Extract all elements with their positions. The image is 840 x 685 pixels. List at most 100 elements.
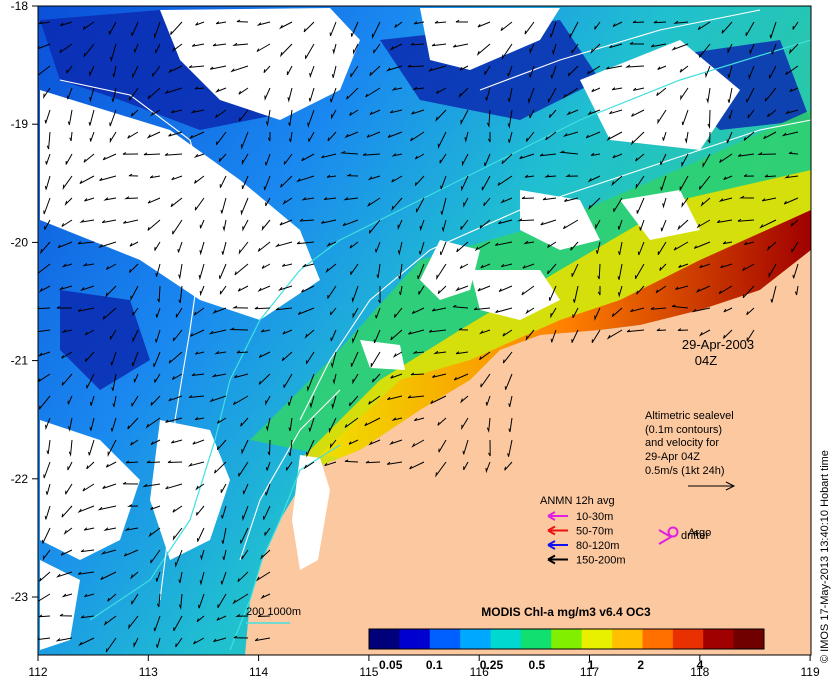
velocity-arrow <box>368 395 381 405</box>
velocity-arrow <box>707 109 711 129</box>
velocity-arrow <box>132 65 139 79</box>
velocity-arrow <box>785 65 799 76</box>
velocity-arrow <box>494 241 513 246</box>
velocity-arrow <box>452 304 469 309</box>
velocity-arrow <box>677 328 689 331</box>
y-tick-label: -19 <box>11 117 29 131</box>
velocity-arrow <box>77 241 95 245</box>
velocity-arrow <box>352 329 359 344</box>
velocity-arrow <box>328 417 337 434</box>
velocity-arrow <box>550 307 557 319</box>
velocity-arrow <box>45 417 51 431</box>
velocity-arrow <box>67 461 73 471</box>
velocity-arrow <box>68 417 73 432</box>
velocity-arrow <box>410 372 425 376</box>
velocity-arrow <box>133 637 139 649</box>
velocity-arrow <box>65 153 73 165</box>
velocity-arrow <box>746 307 755 316</box>
velocity-arrow <box>562 219 579 230</box>
velocity-arrow <box>757 152 777 155</box>
velocity-arrow <box>500 21 513 31</box>
velocity-arrow <box>281 263 293 267</box>
velocity-arrow <box>372 373 381 383</box>
velocity-arrow <box>238 87 249 95</box>
velocity-arrow <box>60 21 73 27</box>
velocity-arrow <box>718 285 733 295</box>
velocity-arrow <box>82 21 95 30</box>
velocity-arrow <box>308 87 315 102</box>
velocity-arrow <box>175 307 183 318</box>
velocity-arrow <box>626 329 645 333</box>
velocity-arrow <box>550 329 557 343</box>
velocity-arrow <box>102 307 117 320</box>
velocity-arrow <box>539 153 557 157</box>
velocity-arrow <box>61 373 73 386</box>
velocity-arrow <box>130 109 139 117</box>
velocity-arrow <box>61 329 73 334</box>
velocity-arrow <box>57 241 73 249</box>
velocity-arrow <box>238 241 249 255</box>
velocity-arrow <box>110 351 117 366</box>
velocity-arrow <box>61 263 73 268</box>
velocity-arrow <box>86 373 95 389</box>
velocity-arrow <box>414 175 425 186</box>
velocity-arrow <box>522 263 535 269</box>
velocity-arrow <box>171 439 183 444</box>
velocity-arrow <box>459 65 469 71</box>
velocity-arrow <box>585 131 601 139</box>
velocity-arrow <box>193 637 205 645</box>
velocity-arrow <box>486 109 491 128</box>
velocity-arrow <box>240 131 249 150</box>
velocity-arrow <box>587 175 601 183</box>
velocity-arrow <box>480 373 491 388</box>
velocity-arrow <box>170 21 183 35</box>
y-tick-label: -20 <box>11 235 29 249</box>
velocity-arrow <box>407 395 425 399</box>
velocity-arrow <box>698 329 711 337</box>
velocity-arrow <box>83 43 95 57</box>
velocity-arrow <box>586 65 601 75</box>
velocity-arrow <box>69 131 73 142</box>
velocity-arrow <box>673 241 689 251</box>
velocity-arrow <box>595 241 601 254</box>
velocity-arrow <box>436 263 447 281</box>
velocity-arrow <box>550 65 557 79</box>
velocity-arrow <box>263 175 271 191</box>
velocity-arrow <box>38 285 51 293</box>
velocity-arrow <box>439 241 447 256</box>
velocity-arrow <box>127 417 139 430</box>
velocity-arrow <box>525 329 535 342</box>
velocity-arrow <box>544 174 557 178</box>
velocity-arrow <box>42 527 51 544</box>
velocity-arrow <box>131 395 139 407</box>
velocity-arrow <box>105 263 117 270</box>
colorbar-swatch <box>369 629 400 649</box>
velocity-arrow <box>254 637 271 642</box>
velocity-arrow <box>547 263 557 275</box>
colorbar-swatch <box>703 629 735 649</box>
velocity-arrow <box>265 395 271 406</box>
velocity-arrow <box>412 350 425 354</box>
velocity-arrow <box>410 131 425 142</box>
velocity-arrow <box>656 87 667 96</box>
velocity-arrow <box>256 43 271 52</box>
velocity-arrow <box>700 197 711 207</box>
velocity-arrow <box>691 307 711 313</box>
velocity-arrow <box>216 439 227 451</box>
velocity-arrow <box>612 153 623 159</box>
velocity-arrow <box>611 175 623 187</box>
velocity-arrow <box>783 197 799 205</box>
velocity-arrow <box>769 21 777 39</box>
velocity-arrow <box>653 20 667 24</box>
velocity-arrow <box>45 483 51 495</box>
altimetry-line: 29-Apr 04Z <box>645 451 700 463</box>
velocity-arrow <box>501 153 513 165</box>
velocity-arrow <box>507 109 513 129</box>
velocity-arrow <box>303 461 315 470</box>
velocity-arrow <box>487 131 491 143</box>
velocity-arrow <box>306 439 315 458</box>
velocity-arrow <box>66 65 73 74</box>
velocity-arrow <box>150 505 161 510</box>
velocity-arrow <box>759 219 777 229</box>
colorbar-swatch <box>520 629 552 649</box>
